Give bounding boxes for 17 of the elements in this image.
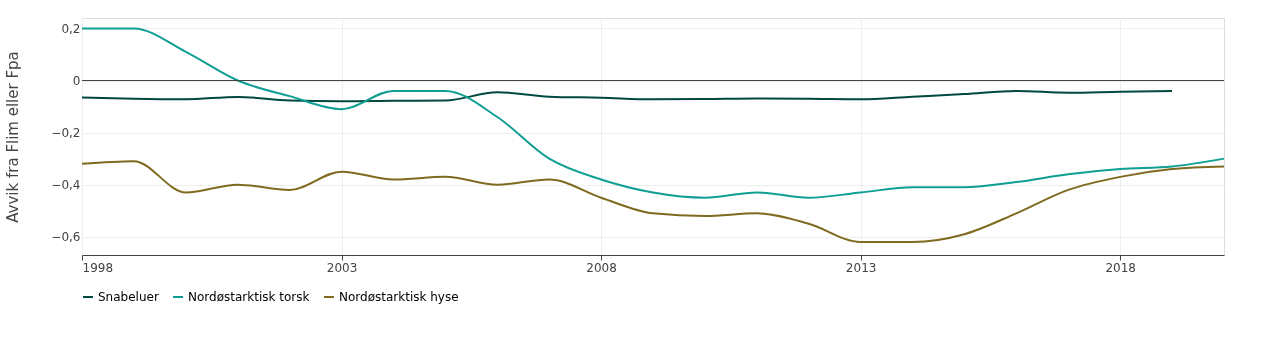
y-tick-label: −0,6 (51, 230, 81, 245)
y-tick-label: −0,4 (51, 178, 81, 193)
x-tick-label: 2008 (586, 260, 617, 275)
x-tick-label: 1998 (82, 260, 114, 275)
y-tick-label: 0,2 (61, 21, 81, 36)
legend-label: Snabeluer (98, 290, 159, 304)
y-axis-title: Avvik fra Flim eller Fpa (4, 51, 23, 223)
legend-label: Nordøstarktisk hyse (339, 290, 459, 304)
legend-label: Nordøstarktisk torsk (188, 290, 310, 304)
x-tick-label: 2013 (845, 260, 877, 275)
y-tick-label: 0 (72, 74, 81, 89)
y-tick-label: −0,2 (51, 126, 81, 141)
x-tick-label: 2018 (1105, 260, 1136, 275)
line-series (81, 160, 1225, 243)
line-series (81, 89, 1174, 103)
x-tick-label: 2003 (326, 260, 358, 275)
line-series (81, 27, 1225, 199)
